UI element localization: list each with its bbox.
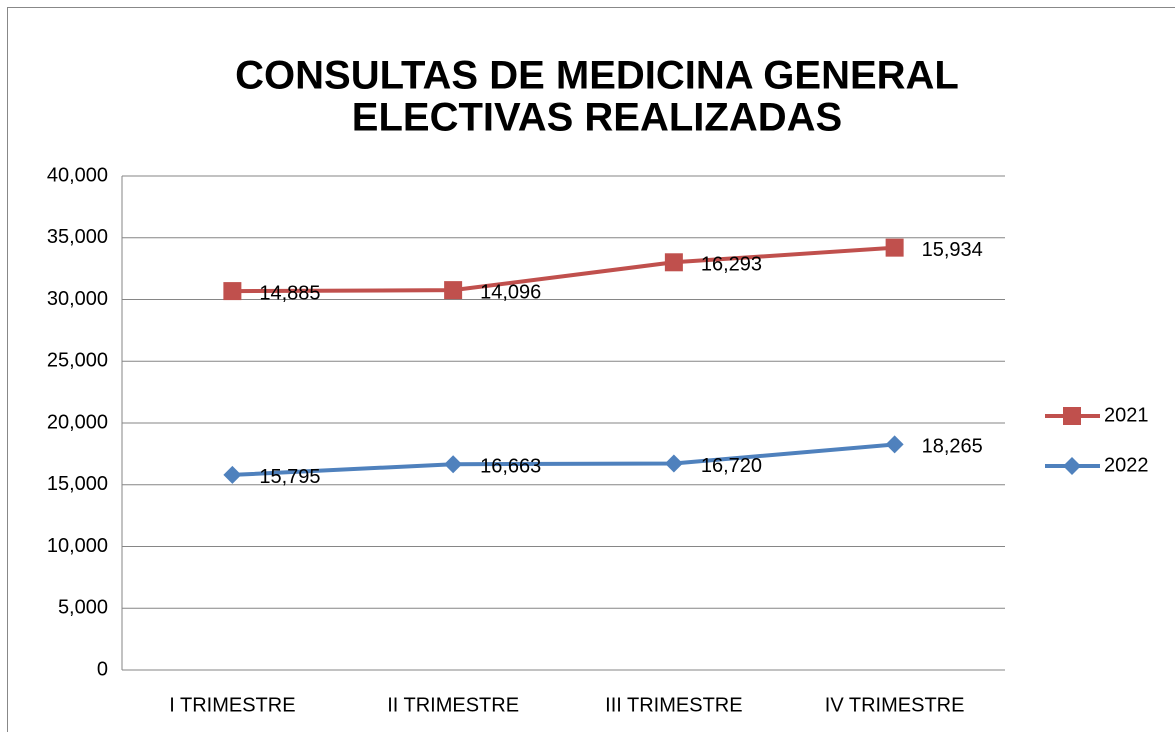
data-label: 14,885: [259, 282, 320, 304]
chart-title: ELECTIVAS REALIZADAS: [352, 96, 842, 140]
data-label: 15,795: [259, 466, 320, 488]
series-line: [232, 245, 895, 294]
x-tick-label: II TRIMESTRE: [387, 694, 519, 716]
marker: [664, 253, 683, 272]
y-tick-label: 25,000: [47, 350, 108, 372]
y-tick-label: 35,000: [47, 226, 108, 248]
data-label: 16,663: [480, 455, 541, 477]
legend-label: 2021: [1104, 404, 1149, 426]
data-label: 16,293: [701, 254, 762, 276]
series-line: [232, 442, 895, 477]
marker: [223, 465, 242, 484]
marker: [223, 282, 242, 301]
y-tick-label: 5,000: [58, 597, 108, 619]
data-label: 15,934: [922, 239, 983, 261]
marker: [444, 455, 463, 474]
marker: [444, 281, 463, 300]
legend-marker: [1063, 407, 1081, 425]
legend-marker: [1063, 457, 1081, 475]
y-tick-label: 15,000: [47, 473, 108, 495]
y-tick-label: 10,000: [47, 535, 108, 557]
x-tick-label: IV TRIMESTRE: [825, 694, 965, 716]
marker: [885, 238, 904, 257]
x-tick-label: I TRIMESTRE: [169, 694, 295, 716]
y-tick-label: 40,000: [47, 164, 108, 186]
marker: [664, 454, 683, 473]
marker: [885, 435, 904, 454]
chart-title: CONSULTAS DE MEDICINA GENERAL: [235, 54, 959, 98]
data-label: 18,265: [922, 436, 983, 458]
chart-frame: [7, 7, 1175, 732]
x-tick-label: III TRIMESTRE: [605, 694, 742, 716]
y-tick-label: 0: [97, 658, 108, 680]
data-label: 16,720: [701, 455, 762, 477]
y-tick-label: 20,000: [47, 411, 108, 433]
legend-label: 2022: [1104, 454, 1149, 476]
y-tick-label: 30,000: [47, 288, 108, 310]
data-label: 14,096: [480, 281, 541, 303]
